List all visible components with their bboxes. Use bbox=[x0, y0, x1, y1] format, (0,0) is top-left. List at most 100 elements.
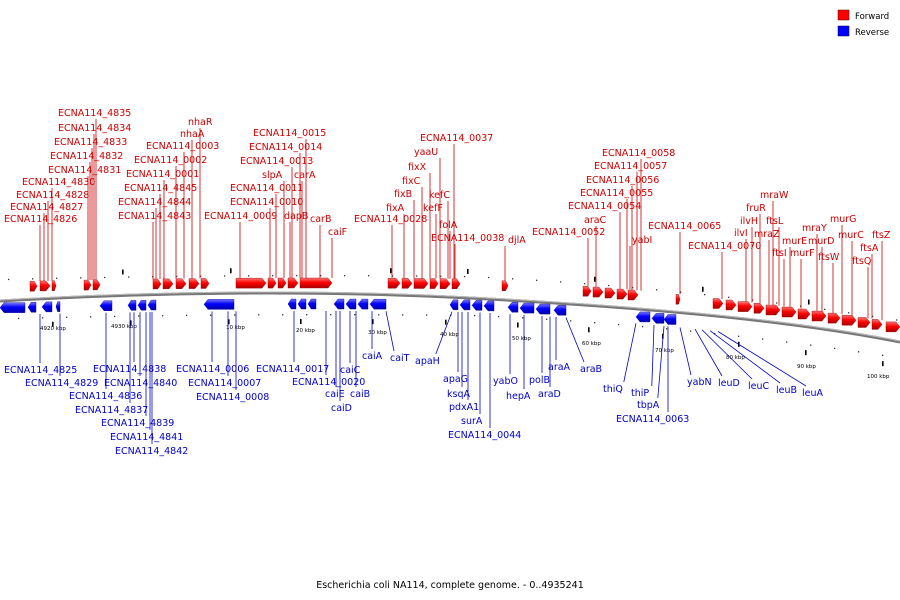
reverse-gene-label[interactable]: ECNA114_0044 bbox=[448, 430, 521, 441]
forward-gene-label[interactable]: murE bbox=[782, 236, 807, 247]
forward-gene-label[interactable]: ftsZ bbox=[872, 230, 891, 241]
forward-gene-label[interactable]: ftsQ bbox=[852, 256, 871, 267]
forward-gene-label[interactable]: fixA bbox=[386, 203, 405, 214]
reverse-gene-label[interactable]: ECNA114_0008 bbox=[196, 392, 269, 403]
reverse-gene-arrow[interactable] bbox=[127, 300, 137, 311]
forward-gene-label[interactable]: ECNA114_0052 bbox=[532, 227, 605, 238]
reverse-gene-label[interactable]: tbpA bbox=[637, 400, 660, 411]
forward-gene-label[interactable]: ilvI bbox=[734, 228, 748, 239]
forward-gene-label[interactable]: kefC bbox=[429, 190, 450, 201]
reverse-gene-label[interactable]: ksqA bbox=[447, 389, 470, 400]
forward-gene-label[interactable]: mraY bbox=[802, 223, 827, 234]
forward-gene-label[interactable]: ECNA114_0028 bbox=[354, 214, 427, 225]
forward-gene-label[interactable]: ECNA114_4833 bbox=[54, 137, 127, 148]
forward-gene-arrow[interactable] bbox=[83, 279, 92, 291]
reverse-gene-label[interactable]: yabO bbox=[493, 376, 518, 387]
forward-gene-arrow[interactable] bbox=[627, 289, 639, 301]
forward-gene-arrow[interactable] bbox=[235, 277, 267, 289]
reverse-gene-arrow[interactable] bbox=[483, 300, 495, 312]
forward-gene-label[interactable]: ftsW bbox=[818, 252, 840, 263]
forward-gene-label[interactable]: yabI bbox=[632, 235, 652, 246]
forward-gene-arrow[interactable] bbox=[616, 288, 628, 300]
forward-gene-label[interactable]: slpA bbox=[262, 170, 283, 181]
forward-gene-label[interactable]: ECNA114_4832 bbox=[50, 151, 123, 162]
forward-gene-arrow[interactable] bbox=[51, 280, 57, 291]
reverse-gene-label[interactable]: ECNA114_4829 bbox=[25, 378, 98, 389]
forward-gene-label[interactable]: nhaR bbox=[188, 117, 213, 128]
forward-gene-arrow[interactable] bbox=[841, 315, 857, 326]
reverse-gene-label[interactable]: polB bbox=[529, 375, 550, 386]
forward-gene-arrow[interactable] bbox=[451, 278, 461, 290]
forward-gene-label[interactable]: ECNA114_4835 bbox=[58, 108, 131, 119]
reverse-gene-arrow[interactable] bbox=[307, 298, 317, 310]
reverse-gene-arrow[interactable] bbox=[41, 301, 53, 313]
forward-gene-label[interactable]: ECNA114_0009 bbox=[204, 211, 277, 222]
reverse-gene-label[interactable]: hepA bbox=[506, 391, 531, 402]
reverse-gene-arrow[interactable] bbox=[203, 299, 235, 310]
forward-gene-label[interactable]: ECNA114_0010 bbox=[230, 197, 303, 208]
reverse-gene-arrow[interactable] bbox=[369, 298, 387, 310]
reverse-gene-label[interactable]: leuA bbox=[802, 388, 824, 399]
reverse-gene-label[interactable]: pdxA1 bbox=[449, 402, 479, 413]
reverse-gene-label[interactable]: ECNA114_4841 bbox=[110, 432, 183, 443]
forward-gene-label[interactable]: ECNA114_4826 bbox=[4, 214, 77, 225]
forward-gene-label[interactable]: ECNA114_0057 bbox=[594, 161, 667, 172]
forward-gene-label[interactable]: ECNA114_0001 bbox=[126, 169, 199, 180]
forward-gene-arrow[interactable] bbox=[299, 277, 333, 289]
forward-gene-label[interactable]: ECNA114_0054 bbox=[568, 201, 641, 212]
forward-gene-label[interactable]: caiF bbox=[328, 227, 347, 238]
forward-gene-arrow[interactable] bbox=[582, 286, 592, 297]
reverse-gene-arrow[interactable] bbox=[635, 311, 651, 323]
forward-gene-label[interactable]: ECNA114_0014 bbox=[249, 142, 322, 153]
forward-gene-arrow[interactable] bbox=[797, 308, 811, 320]
reverse-gene-label[interactable]: surA bbox=[461, 416, 483, 427]
forward-gene-label[interactable]: ECNA114_0011 bbox=[230, 183, 303, 194]
forward-gene-label[interactable]: murF bbox=[790, 248, 815, 259]
forward-gene-label[interactable]: ftsA bbox=[860, 243, 879, 254]
forward-gene-arrow[interactable] bbox=[712, 298, 724, 309]
reverse-gene-arrow[interactable] bbox=[507, 302, 519, 313]
forward-gene-label[interactable]: ECNA114_0038 bbox=[431, 233, 504, 244]
reverse-gene-arrow[interactable] bbox=[471, 300, 483, 311]
forward-gene-arrow[interactable] bbox=[885, 321, 900, 333]
reverse-gene-label[interactable]: yabN bbox=[687, 377, 712, 388]
reverse-gene-arrow[interactable] bbox=[0, 302, 26, 313]
reverse-gene-label[interactable]: leuC bbox=[748, 381, 770, 392]
forward-gene-label[interactable]: ECNA114_4843 bbox=[118, 211, 191, 222]
forward-gene-label[interactable]: yaaU bbox=[414, 147, 438, 158]
reverse-gene-label[interactable]: thiQ bbox=[603, 384, 623, 395]
reverse-gene-label[interactable]: caiE bbox=[325, 389, 345, 400]
forward-gene-label[interactable]: murC bbox=[838, 230, 864, 241]
forward-gene-label[interactable]: ECNA114_0002 bbox=[134, 155, 207, 166]
reverse-gene-label[interactable]: leuD bbox=[718, 378, 740, 389]
forward-gene-label[interactable]: ftsL bbox=[766, 216, 784, 227]
forward-gene-label[interactable]: fixB bbox=[394, 189, 412, 200]
forward-gene-label[interactable]: ECNA114_4844 bbox=[118, 197, 191, 208]
forward-gene-label[interactable]: araC bbox=[584, 215, 607, 226]
reverse-gene-arrow[interactable] bbox=[137, 299, 147, 311]
reverse-gene-label[interactable]: caiB bbox=[350, 389, 370, 400]
reverse-gene-arrow[interactable] bbox=[55, 301, 61, 312]
forward-gene-label[interactable]: carA bbox=[294, 170, 316, 181]
reverse-gene-label[interactable]: araA bbox=[548, 362, 571, 373]
forward-gene-label[interactable]: ftsI bbox=[772, 248, 787, 259]
forward-gene-arrow[interactable] bbox=[152, 278, 162, 290]
reverse-gene-label[interactable]: ECNA114_4839 bbox=[101, 418, 174, 429]
reverse-gene-arrow[interactable] bbox=[333, 298, 345, 310]
forward-gene-label[interactable]: ECNA114_0070 bbox=[688, 241, 761, 252]
forward-gene-arrow[interactable] bbox=[413, 278, 429, 289]
forward-gene-arrow[interactable] bbox=[871, 319, 883, 330]
reverse-gene-label[interactable]: caiA bbox=[362, 351, 383, 362]
reverse-gene-arrow[interactable] bbox=[357, 298, 369, 310]
forward-gene-arrow[interactable] bbox=[439, 278, 451, 289]
forward-gene-arrow[interactable] bbox=[267, 277, 277, 289]
forward-gene-label[interactable]: ECNA114_0013 bbox=[240, 156, 313, 167]
forward-gene-arrow[interactable] bbox=[387, 278, 401, 289]
forward-gene-label[interactable]: djlA bbox=[508, 235, 526, 246]
reverse-gene-label[interactable]: ECNA114_4837 bbox=[75, 405, 148, 416]
forward-gene-arrow[interactable] bbox=[200, 278, 210, 289]
forward-gene-arrow[interactable] bbox=[29, 280, 38, 292]
reverse-gene-arrow[interactable] bbox=[651, 313, 665, 324]
forward-gene-label[interactable]: ECNA114_0037 bbox=[420, 133, 493, 144]
reverse-gene-label[interactable]: leuB bbox=[776, 385, 797, 396]
